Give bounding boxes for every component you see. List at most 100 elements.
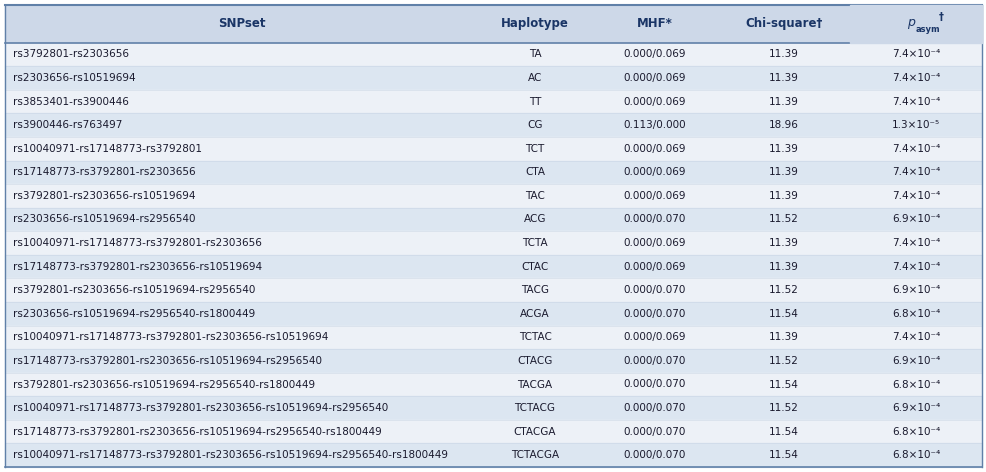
Text: ACGA: ACGA: [520, 309, 549, 319]
Text: rs10040971-rs17148773-rs3792801-rs2303656-rs10519694: rs10040971-rs17148773-rs3792801-rs230365…: [13, 332, 328, 342]
Text: TAC: TAC: [525, 191, 544, 201]
Text: 0.000/0.069: 0.000/0.069: [623, 191, 685, 201]
Text: 18.96: 18.96: [768, 120, 799, 130]
Text: 7.4×10⁻⁴: 7.4×10⁻⁴: [891, 97, 940, 107]
Text: rs2303656-rs10519694: rs2303656-rs10519694: [13, 73, 135, 83]
Text: 0.113/0.000: 0.113/0.000: [623, 120, 685, 130]
Text: rs3792801-rs2303656: rs3792801-rs2303656: [13, 50, 129, 59]
Text: Haplotype: Haplotype: [501, 17, 568, 30]
Bar: [5, 302, 981, 326]
Text: CTACG: CTACG: [517, 356, 552, 366]
Text: 0.000/0.069: 0.000/0.069: [623, 97, 685, 107]
Text: $\mathbf{\mathit{p}}$: $\mathbf{\mathit{p}}$: [901, 17, 910, 31]
Text: 7.4×10⁻⁴: 7.4×10⁻⁴: [891, 238, 940, 248]
Text: rs17148773-rs3792801-rs2303656-rs10519694: rs17148773-rs3792801-rs2303656-rs1051969…: [13, 261, 262, 272]
Text: 6.9×10⁻⁴: 6.9×10⁻⁴: [891, 356, 940, 366]
Text: rs10040971-rs17148773-rs3792801-rs2303656-rs10519694-rs2956540: rs10040971-rs17148773-rs3792801-rs230365…: [13, 403, 387, 413]
Text: rs3792801-rs2303656-rs10519694-rs2956540-rs1800449: rs3792801-rs2303656-rs10519694-rs2956540…: [13, 379, 315, 389]
Bar: [5, 5, 981, 42]
Text: 11.39: 11.39: [768, 238, 799, 248]
Text: SNPset: SNPset: [218, 17, 265, 30]
Text: TCTACGA: TCTACGA: [511, 450, 558, 460]
Text: 0.000/0.069: 0.000/0.069: [623, 168, 685, 177]
Text: rs2303656-rs10519694-rs2956540: rs2303656-rs10519694-rs2956540: [13, 214, 195, 225]
Text: rs3792801-rs2303656-rs10519694: rs3792801-rs2303656-rs10519694: [13, 191, 195, 201]
Text: rs10040971-rs17148773-rs3792801-rs2303656-rs10519694-rs2956540-rs1800449: rs10040971-rs17148773-rs3792801-rs230365…: [13, 450, 448, 460]
Bar: [5, 137, 981, 160]
Bar: [5, 90, 981, 113]
Bar: [5, 373, 981, 396]
Bar: [5, 278, 981, 302]
Text: 6.8×10⁻⁴: 6.8×10⁻⁴: [891, 450, 940, 460]
Text: rs3900446-rs763497: rs3900446-rs763497: [13, 120, 122, 130]
Text: 7.4×10⁻⁴: 7.4×10⁻⁴: [891, 168, 940, 177]
Bar: [5, 420, 981, 443]
Bar: [5, 160, 981, 184]
Text: 6.8×10⁻⁴: 6.8×10⁻⁴: [891, 379, 940, 389]
Bar: [5, 113, 981, 137]
Text: 11.52: 11.52: [768, 403, 799, 413]
Text: Chi-square†: Chi-square†: [744, 17, 822, 30]
Text: 0.000/0.070: 0.000/0.070: [623, 450, 685, 460]
Text: 11.39: 11.39: [768, 50, 799, 59]
Bar: [5, 396, 981, 420]
Text: 0.000/0.070: 0.000/0.070: [623, 309, 685, 319]
Text: CTACGA: CTACGA: [514, 427, 556, 437]
Text: rs17148773-rs3792801-rs2303656: rs17148773-rs3792801-rs2303656: [13, 168, 195, 177]
Text: 6.8×10⁻⁴: 6.8×10⁻⁴: [891, 427, 940, 437]
Text: †: †: [938, 12, 943, 22]
Text: TCTA: TCTA: [522, 238, 547, 248]
Bar: [5, 326, 981, 349]
Text: 0.000/0.070: 0.000/0.070: [623, 214, 685, 225]
Text: TACG: TACG: [521, 285, 548, 295]
Text: 11.39: 11.39: [768, 332, 799, 342]
Text: rs3853401-rs3900446: rs3853401-rs3900446: [13, 97, 129, 107]
Text: rs17148773-rs3792801-rs2303656-rs10519694-rs2956540-rs1800449: rs17148773-rs3792801-rs2303656-rs1051969…: [13, 427, 382, 437]
Text: 6.9×10⁻⁴: 6.9×10⁻⁴: [891, 214, 940, 225]
Text: 0.000/0.070: 0.000/0.070: [623, 356, 685, 366]
Text: 11.39: 11.39: [768, 191, 799, 201]
Text: rs10040971-rs17148773-rs3792801: rs10040971-rs17148773-rs3792801: [13, 144, 202, 154]
Text: TCTAC: TCTAC: [518, 332, 551, 342]
Text: 0.000/0.069: 0.000/0.069: [623, 73, 685, 83]
Text: 11.39: 11.39: [768, 144, 799, 154]
Text: $\mathit{p}$: $\mathit{p}$: [906, 17, 916, 31]
Text: 11.54: 11.54: [768, 427, 799, 437]
Text: 0.000/0.070: 0.000/0.070: [623, 427, 685, 437]
Text: 7.4×10⁻⁴: 7.4×10⁻⁴: [891, 261, 940, 272]
Text: 11.39: 11.39: [768, 73, 799, 83]
Text: CTA: CTA: [525, 168, 544, 177]
Bar: [5, 255, 981, 278]
Text: 0.000/0.069: 0.000/0.069: [623, 50, 685, 59]
Text: 11.52: 11.52: [768, 214, 799, 225]
Text: 6.9×10⁻⁴: 6.9×10⁻⁴: [891, 285, 940, 295]
Text: 0.000/0.069: 0.000/0.069: [623, 238, 685, 248]
Text: 6.9×10⁻⁴: 6.9×10⁻⁴: [891, 403, 940, 413]
Text: 11.54: 11.54: [768, 450, 799, 460]
Text: asym: asym: [915, 25, 940, 34]
Text: $\mathbf{\mathit{p}}$: $\mathbf{\mathit{p}}$: [911, 17, 920, 31]
Text: 0.000/0.070: 0.000/0.070: [623, 403, 685, 413]
Text: 11.54: 11.54: [768, 309, 799, 319]
Bar: [849, 5, 981, 42]
Text: 7.4×10⁻⁴: 7.4×10⁻⁴: [891, 332, 940, 342]
Bar: [5, 184, 981, 208]
Bar: [5, 208, 981, 231]
Text: 11.54: 11.54: [768, 379, 799, 389]
Text: 0.000/0.069: 0.000/0.069: [623, 332, 685, 342]
Text: 7.4×10⁻⁴: 7.4×10⁻⁴: [891, 191, 940, 201]
Bar: [5, 66, 981, 90]
Text: †: †: [943, 13, 948, 23]
Text: TCTACG: TCTACG: [514, 403, 555, 413]
Text: 11.52: 11.52: [768, 285, 799, 295]
Text: CTAC: CTAC: [521, 261, 548, 272]
Bar: [5, 231, 981, 255]
Text: 1.3×10⁻⁵: 1.3×10⁻⁵: [891, 120, 939, 130]
Text: 7.4×10⁻⁴: 7.4×10⁻⁴: [891, 50, 940, 59]
Text: 7.4×10⁻⁴: 7.4×10⁻⁴: [891, 144, 940, 154]
Text: 0.000/0.069: 0.000/0.069: [623, 144, 685, 154]
Text: 7.4×10⁻⁴: 7.4×10⁻⁴: [891, 73, 940, 83]
Text: TA: TA: [528, 50, 540, 59]
Text: MHF*: MHF*: [636, 17, 672, 30]
Text: 6.8×10⁻⁴: 6.8×10⁻⁴: [891, 309, 940, 319]
